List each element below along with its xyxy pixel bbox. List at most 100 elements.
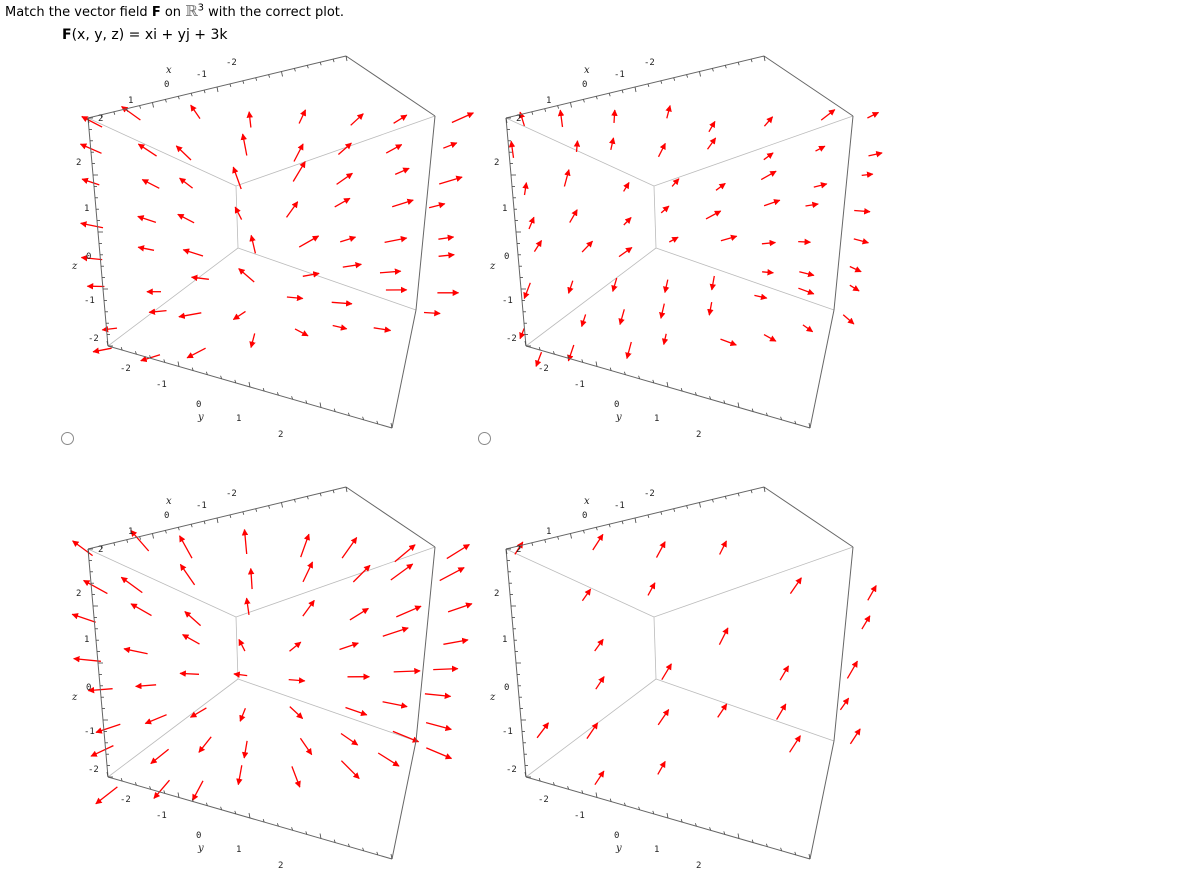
field-arrow bbox=[289, 680, 305, 681]
x-tick bbox=[127, 540, 128, 543]
field-arrow bbox=[176, 146, 191, 160]
y-tick-label: -2 bbox=[120, 795, 131, 805]
field-arrow bbox=[234, 674, 247, 676]
field-arrow bbox=[240, 708, 245, 721]
field-arrow bbox=[392, 200, 413, 207]
field-arrow bbox=[337, 173, 353, 184]
box-edge bbox=[810, 310, 834, 428]
field-arrow bbox=[136, 685, 156, 687]
field-arrow bbox=[426, 748, 451, 759]
box-back-edge bbox=[238, 248, 416, 310]
box-back-edge bbox=[526, 248, 656, 346]
box-edge bbox=[392, 741, 416, 859]
field-arrow bbox=[199, 737, 211, 753]
radio-option-b[interactable] bbox=[478, 432, 491, 445]
box-edge bbox=[764, 56, 853, 116]
field-arrow bbox=[803, 325, 813, 332]
field-arrow bbox=[814, 184, 827, 187]
z-tick-label: -2 bbox=[88, 334, 99, 344]
field-arrow bbox=[867, 112, 878, 118]
field-arrow bbox=[777, 704, 786, 720]
x-tick-label: 2 bbox=[98, 114, 103, 124]
x-tick-label: -1 bbox=[196, 501, 207, 511]
x-axis-label: x bbox=[584, 496, 590, 507]
field-arrow bbox=[149, 311, 166, 313]
field-arrow bbox=[661, 304, 664, 319]
box-back-edge bbox=[236, 617, 238, 679]
z-tick-label: 2 bbox=[494, 158, 499, 168]
field-arrow bbox=[124, 649, 148, 654]
field-arrow bbox=[719, 628, 728, 645]
x-tick bbox=[687, 75, 688, 78]
field-arrow bbox=[180, 178, 193, 188]
field-arrow bbox=[627, 342, 631, 359]
x-axis-label: x bbox=[584, 65, 590, 76]
x-tick bbox=[622, 90, 623, 93]
z-axis-label: z bbox=[490, 261, 495, 272]
field-arrow bbox=[303, 273, 319, 276]
x-tick bbox=[622, 521, 623, 524]
field-arrow bbox=[525, 183, 527, 195]
field-arrow bbox=[303, 600, 315, 616]
field-arrow bbox=[529, 217, 534, 229]
field-arrow bbox=[582, 589, 590, 601]
field-arrow bbox=[131, 530, 149, 551]
field-arrow bbox=[718, 704, 727, 717]
field-arrow bbox=[564, 170, 569, 187]
field-arrow bbox=[380, 271, 401, 273]
box-back-edge bbox=[656, 679, 834, 741]
field-arrow bbox=[672, 179, 679, 187]
z-tick-label: -1 bbox=[502, 727, 513, 737]
x-tick bbox=[648, 84, 649, 87]
field-arrow bbox=[335, 198, 350, 207]
box-back-edge bbox=[108, 679, 238, 777]
field-arrow bbox=[614, 110, 615, 123]
field-arrow bbox=[850, 729, 860, 744]
formula-lhs: F bbox=[62, 27, 72, 43]
field-arrow bbox=[869, 153, 883, 156]
field-arrow bbox=[661, 206, 669, 213]
x-tick bbox=[738, 493, 739, 496]
box-edge bbox=[834, 547, 853, 741]
x-tick bbox=[153, 103, 154, 108]
field-symbol: F bbox=[152, 5, 161, 20]
x-tick bbox=[204, 90, 205, 93]
box-back-edge bbox=[654, 617, 656, 679]
field-arrow bbox=[84, 580, 108, 593]
x-tick bbox=[191, 524, 192, 527]
x-tick bbox=[217, 87, 218, 92]
box-back-edge bbox=[238, 679, 416, 741]
field-arrow bbox=[294, 144, 303, 162]
field-arrow bbox=[251, 333, 255, 347]
field-arrow bbox=[383, 628, 408, 636]
field-arrow bbox=[93, 348, 112, 352]
x-tick bbox=[661, 81, 662, 84]
x-tick bbox=[230, 84, 231, 87]
field-arrow bbox=[806, 204, 819, 206]
x-tick-label: 2 bbox=[98, 545, 103, 555]
field-arrow bbox=[233, 311, 245, 319]
field-arrow bbox=[448, 604, 472, 612]
y-tick-label: 1 bbox=[236, 414, 241, 424]
y-axis-label: y bbox=[616, 843, 622, 854]
field-arrow bbox=[534, 241, 541, 252]
field-arrow bbox=[247, 598, 249, 615]
x-tick bbox=[256, 78, 257, 81]
field-arrow bbox=[854, 239, 869, 243]
x-tick bbox=[320, 493, 321, 496]
z-tick-label: -2 bbox=[506, 765, 517, 775]
z-tick-label: 0 bbox=[86, 252, 91, 262]
formula-args: (x, y, z) = bbox=[72, 27, 145, 43]
x-tick bbox=[140, 537, 141, 540]
field-arrow bbox=[587, 723, 598, 739]
plot-canvas bbox=[70, 56, 440, 446]
formula-rhs: xi + yj + 3k bbox=[145, 27, 228, 43]
box-back-edge bbox=[236, 547, 435, 617]
radio-option-a[interactable] bbox=[61, 432, 74, 445]
field-arrow bbox=[840, 698, 848, 710]
field-arrow bbox=[764, 200, 780, 206]
y-tick-label: -2 bbox=[120, 364, 131, 374]
z-tick-label: 2 bbox=[494, 589, 499, 599]
box-edge bbox=[834, 116, 853, 310]
field-arrow bbox=[854, 211, 870, 212]
